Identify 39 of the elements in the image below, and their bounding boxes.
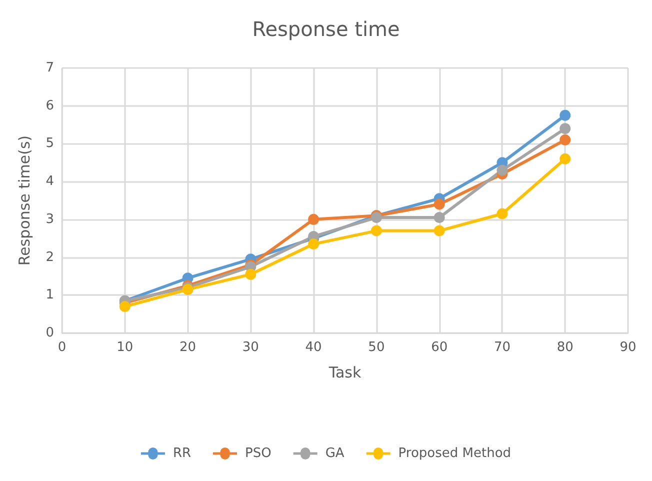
point: [308, 238, 320, 250]
x-tick-label: 40: [305, 340, 322, 355]
point: [496, 164, 508, 176]
point: [434, 225, 445, 236]
x-tick-label: 90: [620, 340, 636, 355]
point: [119, 301, 130, 312]
point: [560, 110, 571, 121]
point: [560, 153, 571, 164]
point: [434, 198, 445, 210]
y-tick-label: 2: [46, 250, 54, 265]
legend-label: Proposed Method: [398, 446, 512, 461]
x-tick-label: 50: [368, 340, 385, 355]
x-tick-label: 30: [242, 340, 259, 355]
x-axis-title: Task: [328, 364, 362, 382]
y-tick-label: 4: [46, 174, 54, 190]
point: [560, 134, 571, 146]
y-tick-label: 6: [46, 98, 54, 114]
x-tick-label: 60: [431, 340, 448, 355]
point: [308, 214, 320, 225]
legend-label: PSO: [245, 446, 272, 461]
x-tick-label: 70: [494, 340, 510, 355]
y-tick-label: 1: [46, 288, 54, 303]
point: [560, 123, 571, 134]
point: [245, 268, 256, 280]
x-tick-label: 20: [180, 340, 196, 355]
legend-label: GA: [325, 446, 344, 461]
y-tick-label: 0: [46, 326, 54, 340]
y-axis-title: Response time(s): [16, 135, 34, 266]
y-tick-label: 5: [46, 136, 54, 152]
x-tick-label: 10: [116, 340, 134, 355]
point: [496, 208, 508, 220]
x-tick-label: 0: [58, 340, 66, 355]
legend-label: RR: [172, 446, 192, 461]
chart-title: Response time: [252, 17, 400, 41]
y-tick-label: 3: [46, 212, 54, 227]
y-tick-label: 7: [46, 60, 54, 76]
point: [370, 225, 382, 236]
point: [434, 212, 445, 224]
x-tick-label: 80: [556, 340, 574, 355]
